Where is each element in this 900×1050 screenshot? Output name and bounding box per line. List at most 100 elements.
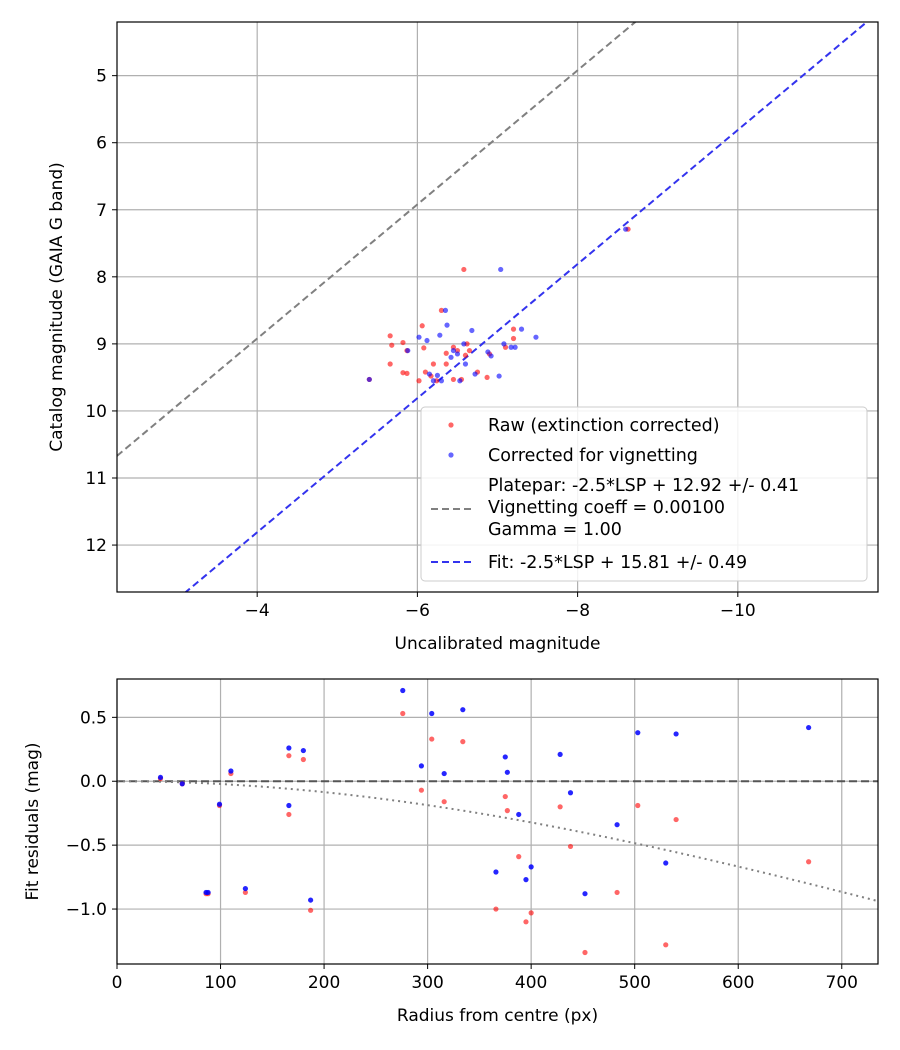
raw-residual-point	[673, 816, 679, 823]
corrected-point	[438, 378, 445, 384]
corrected-residual-point	[286, 802, 292, 809]
raw-point	[400, 339, 406, 346]
y-tick-label: 0.0	[80, 772, 107, 792]
raw-residual-point	[400, 710, 406, 717]
x-tick-label: −10	[720, 601, 756, 621]
x-tick-label: 0	[112, 973, 123, 993]
corrected-point	[437, 332, 443, 338]
corrected-residual-point	[614, 822, 620, 828]
legend-raw-marker	[448, 422, 454, 428]
y-tick-label: 12	[85, 536, 107, 556]
raw-residual-point	[567, 843, 574, 850]
raw-residual-point	[300, 756, 306, 763]
raw-point	[484, 374, 490, 381]
corrected-residual-point	[179, 781, 185, 787]
raw-residual-point	[806, 859, 812, 865]
corrected-residual-point	[418, 763, 424, 769]
bottom-plot-area	[117, 687, 878, 956]
corrected-point	[442, 307, 449, 313]
raw-residual-point	[528, 910, 534, 916]
raw-point	[443, 361, 449, 367]
platepar-line	[117, 22, 637, 457]
corrected-residual-point	[216, 801, 223, 807]
corrected-residual-point	[516, 811, 522, 818]
y-axis-label: Catalog magnitude (GAIA G band)	[47, 162, 67, 452]
corrected-residual-point	[528, 864, 534, 870]
raw-residual-point	[308, 907, 314, 913]
raw-point	[416, 378, 422, 384]
raw-point	[430, 361, 437, 367]
raw-residual-point	[635, 802, 641, 809]
raw-residual-point	[663, 942, 669, 948]
raw-residual-point	[460, 739, 466, 745]
corrected-residual-point	[493, 869, 499, 875]
y-tick-label: 8	[96, 268, 107, 288]
legend-platepar-label: Platepar: -2.5*LSP + 12.92 +/- 0.41 Vigne…	[488, 476, 799, 540]
corrected-point	[366, 376, 372, 383]
corrected-residual-point	[157, 774, 164, 781]
fit-line	[184, 22, 869, 592]
raw-point	[404, 370, 410, 376]
vignetting-curve	[117, 780, 878, 903]
y-tick-label: −0.5	[66, 836, 107, 856]
legend-platepar-line: Vignetting coeff = 0.00100	[488, 498, 725, 518]
legend-corrected-label: Corrected for vignetting	[488, 446, 698, 466]
corrected-point	[405, 347, 411, 354]
corrected-point	[434, 372, 441, 378]
corrected-residual-point	[567, 790, 574, 796]
raw-residual-point	[557, 804, 563, 810]
top-plot-area	[117, 22, 869, 592]
corrected-point	[444, 322, 450, 328]
y-tick-label: 11	[85, 469, 107, 489]
raw-point	[450, 376, 457, 383]
raw-point	[461, 266, 467, 273]
y-axis-label: Fit residuals (mag)	[23, 743, 43, 901]
raw-residual-point	[286, 811, 292, 818]
corrected-residual-point	[308, 897, 314, 903]
corrected-residual-point	[429, 710, 435, 717]
corrected-residual-point	[242, 885, 248, 892]
x-tick-label: 600	[722, 973, 754, 993]
corrected-point	[501, 341, 507, 347]
raw-point	[387, 333, 393, 339]
raw-point	[400, 370, 406, 376]
y-tick-label: 5	[96, 67, 107, 87]
corrected-point	[424, 337, 430, 344]
raw-point	[462, 352, 469, 358]
raw-point	[389, 342, 395, 348]
x-tick-label: −6	[405, 601, 430, 621]
x-axis-label: Uncalibrated magnitude	[395, 634, 601, 654]
raw-residual-point	[493, 906, 499, 912]
bottom-residuals-plot: 0 100 200 300 400 500 600 700 0.5 0.0 −0.5 −1.0 Radi…	[23, 678, 879, 1026]
legend-platepar-line: Gamma = 1.00	[488, 520, 622, 540]
corrected-point	[450, 347, 457, 354]
corrected-residual-point	[582, 891, 588, 897]
corrected-point	[496, 373, 502, 379]
y-tick-label: 9	[96, 335, 107, 355]
corrected-residual-point	[806, 724, 812, 731]
y-tick-label: 10	[85, 402, 107, 422]
x-tick-label: 100	[204, 973, 236, 993]
raw-point	[466, 347, 473, 354]
corrected-point	[488, 353, 494, 359]
x-axis-label: Radius from centre (px)	[397, 1006, 598, 1026]
bottom-axes-frame	[116, 678, 879, 965]
corrected-residual-point	[460, 707, 466, 713]
legend-raw-label: Raw (extinction corrected)	[488, 416, 720, 436]
raw-point	[438, 307, 445, 313]
legend-box	[420, 406, 868, 582]
raw-point	[443, 350, 449, 356]
corrected-residual-point	[286, 745, 292, 751]
legend: Raw (extinction corrected) Corrected for …	[420, 406, 868, 582]
corrected-point	[512, 344, 518, 350]
corrected-residual-point	[557, 751, 563, 758]
corrected-point	[426, 371, 433, 377]
corrected-point	[430, 378, 437, 384]
raw-point	[387, 361, 393, 367]
raw-point	[419, 323, 425, 329]
corrected-residual-point	[663, 860, 669, 866]
corrected-residual-point	[441, 770, 447, 777]
corrected-point	[469, 327, 475, 334]
x-tick-label: −8	[565, 601, 590, 621]
corrected-point	[533, 334, 539, 340]
